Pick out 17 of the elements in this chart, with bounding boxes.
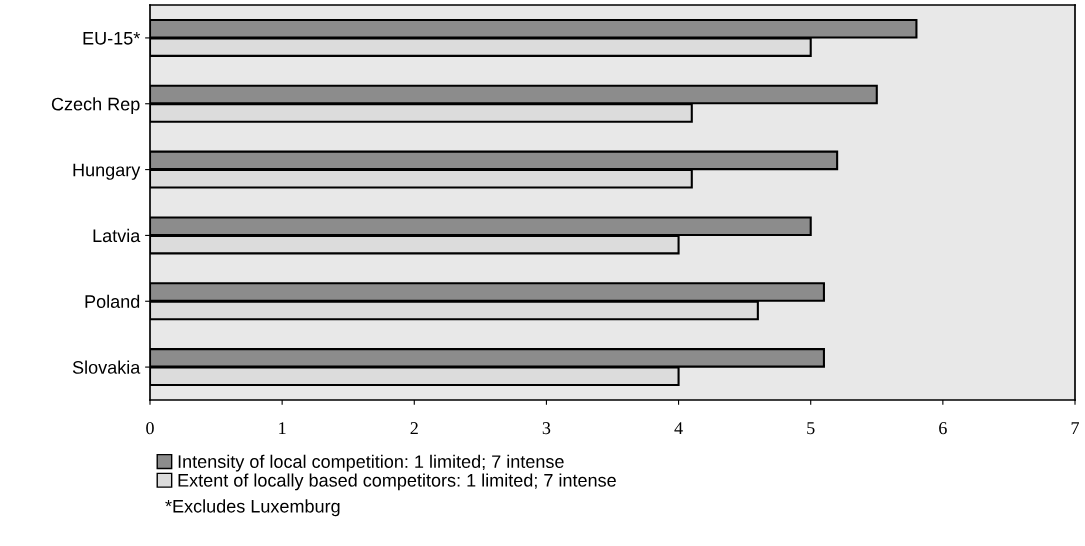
y-tick-label: Poland: [85, 294, 140, 308]
y-tick-label: Latvia: [93, 228, 141, 243]
legend-label: Intensity of local competition: 1 limited; 7 intense: [178, 454, 564, 472]
y-tick-label: Czech Rep: [51, 97, 140, 115]
x-tick-label: 6: [939, 422, 947, 435]
x-tick-label: 1: [279, 422, 286, 435]
x-tick-label: 2: [410, 422, 418, 435]
x-tick-label: 7: [1071, 422, 1079, 435]
text: *Excludes Luxemburg: [165, 499, 340, 517]
legend-label: Extent of locally based competitors: 1 limited; 7 intense: [178, 473, 616, 491]
y-tick-label: EU-15*: [83, 32, 140, 45]
x-tick-label: 3: [542, 422, 551, 435]
y-tick-label: Hungary: [73, 163, 141, 180]
x-tick-label: 4: [674, 422, 683, 435]
x-tick-label: 5: [807, 422, 815, 435]
x-tick-label: 0: [146, 422, 154, 435]
y-tick-label: Slovakia: [72, 360, 141, 374]
